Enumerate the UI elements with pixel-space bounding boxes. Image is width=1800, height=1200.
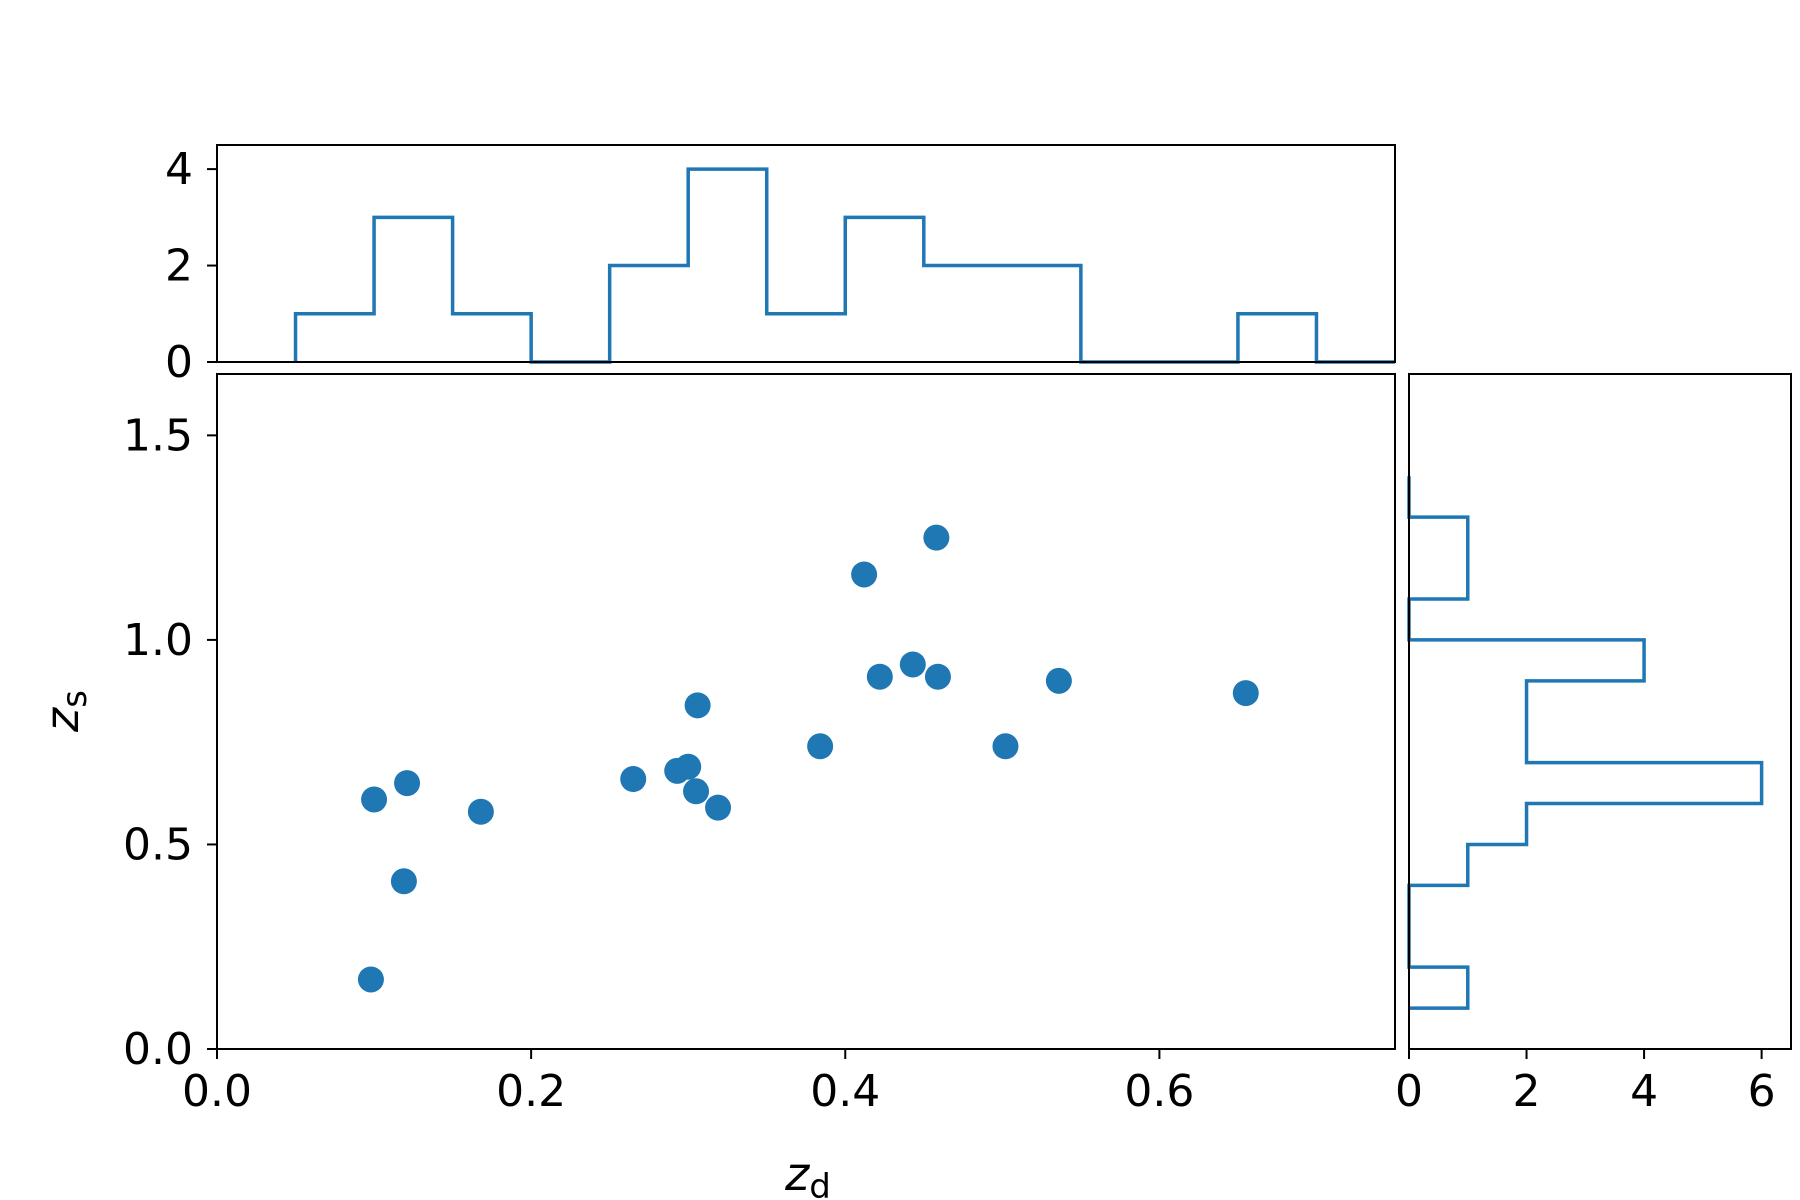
scatter-point-9 — [683, 778, 710, 805]
x-tick-label: 0.2 — [496, 1066, 566, 1117]
scatter-point-14 — [866, 663, 893, 690]
x-tick-label: 0.0 — [182, 1066, 252, 1117]
top-hist-tick-label: 0 — [165, 337, 193, 388]
y-axis-ticks: 0.0 0.5 1.0 1.5 — [123, 410, 217, 1075]
right-hist-tick-label: 2 — [1513, 1066, 1541, 1117]
scatter-point-16 — [923, 524, 950, 551]
scatter-point-5 — [467, 798, 494, 825]
top-histogram-y-ticks: 0 2 4 — [165, 144, 217, 388]
right-hist-tick-label: 6 — [1748, 1066, 1776, 1117]
right-hist-tick-label: 4 — [1630, 1066, 1658, 1117]
right-histogram: 0 2 4 6 — [1395, 373, 1792, 1117]
top-histogram: 0 2 4 — [165, 144, 1396, 388]
y-tick-label: 1.5 — [123, 410, 193, 461]
right-hist-tick-label: 0 — [1395, 1066, 1423, 1117]
y-tick-label: 0.0 — [123, 1024, 193, 1075]
y-axis-label: zs — [35, 690, 95, 733]
scatter-frame — [216, 373, 1396, 1050]
scatter-points — [357, 524, 1259, 993]
scatter-point-20 — [1232, 680, 1259, 707]
right-histogram-x-ticks: 0 2 4 6 — [1395, 1049, 1776, 1117]
scatter-point-3 — [390, 868, 417, 895]
scatter-point-12 — [807, 733, 834, 760]
scatter-point-10 — [684, 692, 711, 719]
scatter-point-6 — [620, 766, 647, 792]
scatter-point-11 — [705, 794, 732, 821]
scatter-point-19 — [1045, 667, 1072, 694]
x-tick-label: 0.4 — [810, 1066, 880, 1117]
y-tick-label: 0.5 — [123, 819, 193, 870]
right-histogram-frame — [1408, 373, 1792, 1050]
top-hist-tick-label: 2 — [165, 241, 193, 292]
x-tick-label: 0.6 — [1124, 1066, 1194, 1117]
scatter-point-18 — [992, 733, 1019, 760]
x-axis-label: zd — [784, 1147, 831, 1200]
top-hist-tick-label: 4 — [165, 144, 193, 195]
scatter-point-15 — [899, 651, 926, 678]
scatter-point-1 — [357, 966, 384, 993]
y-tick-label: 1.0 — [123, 615, 193, 666]
top-histogram-frame — [216, 144, 1396, 363]
scatter-point-4 — [394, 770, 421, 797]
scatter-point-8 — [675, 753, 702, 780]
x-axis-ticks: 0.0 0.2 0.4 0.6 — [182, 1049, 1194, 1117]
scatter-point-13 — [851, 561, 878, 588]
scatter-plot: 0.0 0.2 0.4 0.6 0.0 0.5 1.0 1.5 zd zs — [35, 373, 1396, 1200]
scatter-point-17 — [924, 663, 951, 690]
scatter-point-2 — [361, 786, 388, 813]
